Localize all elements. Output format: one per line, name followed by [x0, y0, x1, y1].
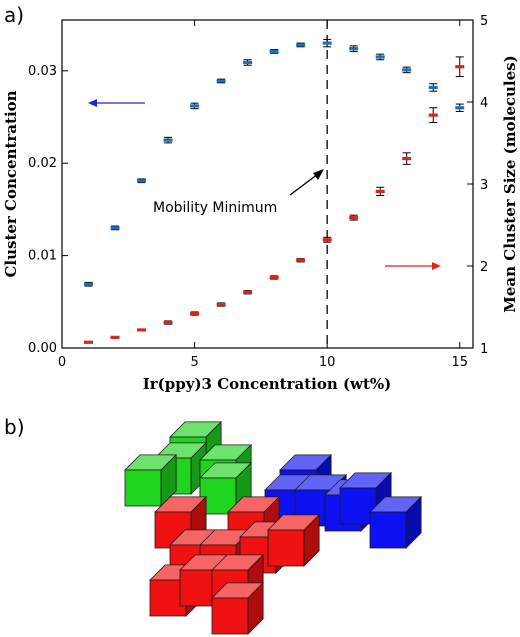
left-tick-label: 0.03 — [28, 64, 57, 79]
right-tick-label: 5 — [480, 14, 488, 29]
red-point — [84, 340, 94, 344]
blue-point — [322, 41, 332, 45]
right-tick-label: 1 — [480, 342, 488, 357]
left-axis-label: Cluster Concentration — [2, 90, 20, 277]
red-cluster — [149, 495, 321, 635]
blue-cluster — [264, 453, 423, 549]
red-point — [375, 189, 385, 193]
blue-cube-face — [369, 511, 407, 549]
x-tick-label: 15 — [451, 355, 468, 370]
blue-cube — [369, 495, 423, 549]
blue-point — [190, 104, 200, 108]
green-cube — [124, 453, 178, 507]
blue-point — [110, 226, 120, 230]
right-tick-label: 2 — [480, 260, 488, 275]
blue-point — [428, 85, 438, 90]
red-point — [269, 275, 279, 280]
red-point — [243, 290, 253, 294]
annotation-arrow — [289, 169, 324, 196]
x-tick-label: 10 — [319, 355, 336, 370]
red-point — [216, 302, 226, 307]
blue-point — [296, 43, 306, 47]
green-cube-face — [124, 469, 162, 507]
blue-point — [243, 60, 253, 65]
left-tick-label: 0.02 — [28, 156, 57, 171]
blue-axis-arrow — [88, 99, 145, 107]
red-cube — [211, 581, 265, 635]
cluster-concentration-series — [84, 38, 465, 287]
red-point — [137, 328, 147, 332]
blue-point — [375, 55, 385, 59]
red-cube-face — [179, 569, 217, 607]
red-cube — [267, 513, 321, 567]
blue-point — [269, 49, 279, 54]
left-tick-label: 0.01 — [28, 249, 57, 264]
red-point — [163, 320, 173, 325]
red-point — [428, 113, 438, 117]
red-cube-face — [149, 579, 187, 617]
blue-point — [349, 47, 359, 51]
mean-cluster-size-series — [84, 56, 465, 344]
red-point — [349, 216, 359, 220]
left-tick-label: 0.00 — [28, 341, 57, 356]
mobility-minimum-annotation: Mobility Minimum — [153, 200, 277, 216]
blue-point — [163, 138, 173, 142]
blue-point — [402, 68, 412, 72]
x-tick-label: 0 — [58, 355, 66, 370]
red-point — [455, 65, 465, 69]
right-axis-label: Mean Cluster Size (molecules) — [501, 55, 519, 312]
panel-a-label: a) — [4, 3, 24, 27]
x-tick-label: 5 — [190, 355, 198, 370]
plot-frame — [61, 19, 474, 349]
blue-point — [137, 179, 147, 183]
blue-point — [84, 282, 94, 286]
x-axis-label: Ir(ppy)3 Concentration (wt%) — [143, 375, 392, 393]
right-axis-ticks: 1 2 3 4 5 — [467, 14, 488, 357]
red-cube-face — [211, 597, 249, 635]
red-point — [110, 335, 120, 339]
red-point — [190, 311, 200, 316]
right-tick-label: 3 — [480, 178, 488, 193]
left-axis-ticks: 0.00 0.01 0.02 0.03 — [28, 64, 68, 356]
blue-point — [455, 106, 465, 110]
green-cube — [199, 461, 253, 515]
x-axis-ticks: 0 5 10 15 — [58, 20, 468, 370]
cluster-chart: a) 0 5 10 15 0.00 0.01 0.02 0.03 1 2 3 4 5 Mobilit… — [2, 3, 519, 393]
right-tick-label: 4 — [480, 96, 488, 111]
cube-cluster-illustration: b) — [4, 415, 423, 635]
red-axis-arrow — [385, 262, 441, 270]
blue-point — [216, 79, 226, 83]
red-point — [322, 238, 332, 242]
red-point — [296, 258, 306, 262]
green-cluster — [124, 420, 253, 515]
panel-b-label: b) — [4, 415, 25, 439]
red-point — [402, 156, 412, 161]
red-cube-face — [267, 529, 305, 567]
